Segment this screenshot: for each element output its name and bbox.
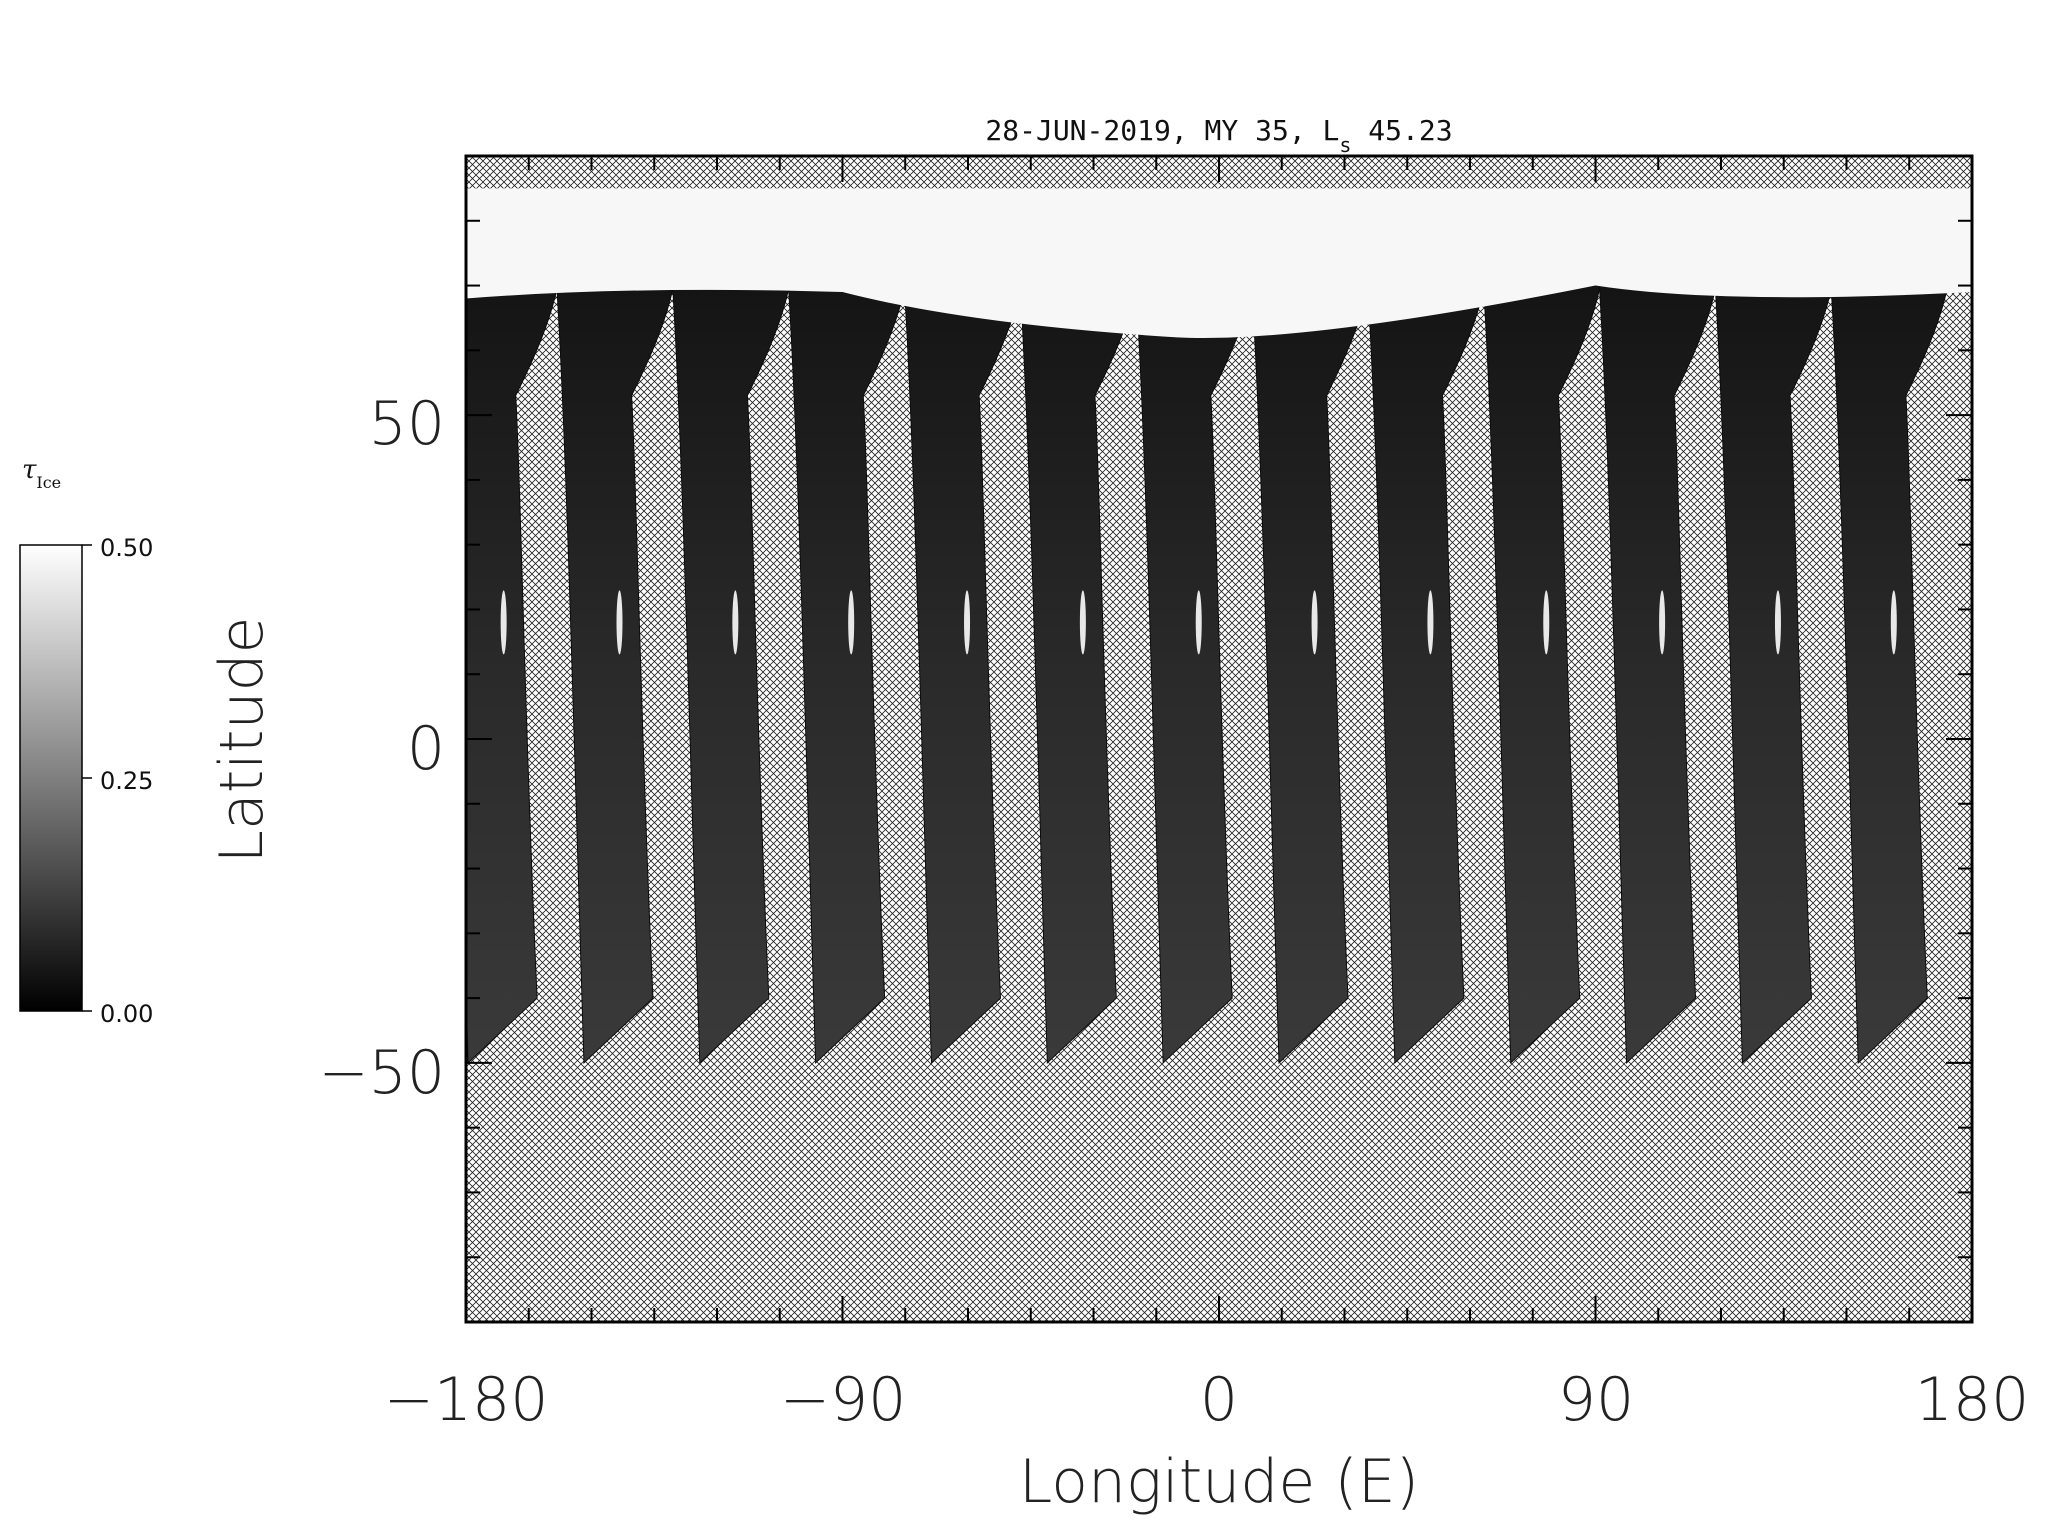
y-tick-labels: 50 0 −50 xyxy=(318,389,445,1108)
observation-swath xyxy=(1830,285,1949,1065)
bright-streak xyxy=(1079,590,1086,655)
observation-swath xyxy=(1482,285,1601,1065)
colorbar-tick-label: 0.00 xyxy=(100,1000,153,1028)
polar-cap-region xyxy=(466,188,1972,339)
bright-streak xyxy=(964,590,971,655)
bright-streak xyxy=(1659,590,1666,655)
observation-swath xyxy=(556,285,675,1065)
colorbar-gradient xyxy=(19,544,83,1012)
observation-swath xyxy=(903,285,1022,1065)
x-axis-label: Longitude (E) xyxy=(1019,1447,1419,1517)
observation-swath xyxy=(1251,285,1370,1065)
x-tick-label: 90 xyxy=(1558,1365,1634,1435)
bright-streak xyxy=(848,590,855,655)
observation-swath xyxy=(1135,285,1254,1065)
bright-streak xyxy=(732,590,739,655)
y-tick-label: 0 xyxy=(407,714,445,784)
observation-swath xyxy=(1367,285,1486,1065)
bright-streak xyxy=(616,590,623,655)
x-tick-label: −90 xyxy=(780,1365,907,1435)
observation-swath xyxy=(1019,285,1138,1065)
bright-streak xyxy=(1774,590,1781,655)
x-tick-label: 0 xyxy=(1200,1365,1238,1435)
observation-swath xyxy=(1714,285,1833,1065)
bright-streak xyxy=(1311,590,1318,655)
colorbar-tick-label: 0.50 xyxy=(100,534,153,562)
bright-streak xyxy=(1543,590,1550,655)
x-tick-label: 180 xyxy=(1915,1365,2030,1435)
plot-area xyxy=(466,156,1972,1322)
colorbar-tick-label: 0.25 xyxy=(100,767,153,795)
bright-streak xyxy=(1890,590,1897,655)
y-tick-label: 50 xyxy=(369,389,445,459)
bright-streak xyxy=(500,590,507,655)
swath-group xyxy=(466,285,1949,1065)
bright-streak xyxy=(1427,590,1434,655)
observation-swath xyxy=(466,285,559,1065)
observation-swath xyxy=(787,285,906,1065)
colorbar-title: τIce xyxy=(22,455,61,492)
y-axis-label: Latitude xyxy=(207,617,277,864)
bright-streak xyxy=(1195,590,1202,655)
observation-swath xyxy=(672,285,790,1065)
x-tick-label: −180 xyxy=(384,1365,549,1435)
x-tick-labels: −180 −90 0 90 180 xyxy=(384,1365,2030,1435)
y-tick-label: −50 xyxy=(318,1038,445,1108)
tick-marks xyxy=(465,155,1973,1323)
chart-title: 28-JUN-2019, MY 35, Ls 45.23 xyxy=(985,114,1452,157)
colorbar: τIce 0.50 0.25 0.00 xyxy=(19,455,153,1028)
observation-swath xyxy=(1598,285,1717,1065)
